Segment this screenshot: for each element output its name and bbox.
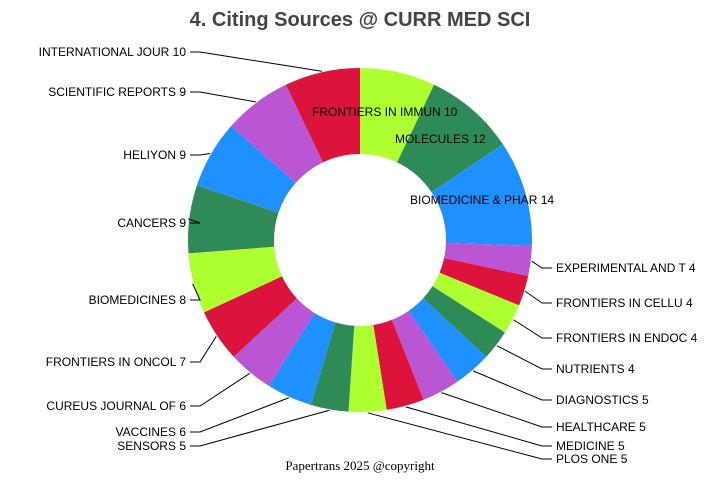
- donut-slice: [188, 246, 282, 313]
- slice-label: NUTRIENTS 4: [556, 362, 635, 376]
- donut-slice: [188, 185, 279, 254]
- slice-label: PLOS ONE 5: [556, 452, 628, 466]
- leader-lines: [188, 51, 552, 460]
- leader-line: [441, 392, 552, 428]
- leader-line: [190, 372, 251, 407]
- donut-slice: [203, 276, 297, 357]
- leader-line: [472, 370, 552, 401]
- slice-label: DIAGNOSTICS 5: [556, 393, 649, 407]
- donut-slice: [391, 310, 458, 400]
- donut-slice: [231, 84, 323, 184]
- slice-label: FRONTIERS IN ONCOL 7: [46, 355, 187, 369]
- copyright-footer: Papertrans 2025 @copyright: [285, 458, 435, 473]
- leader-line: [190, 397, 290, 433]
- donut-slice: [196, 126, 296, 213]
- leader-line: [188, 218, 201, 224]
- chart-title: 4. Citing Sources @ CURR MED SCI: [190, 9, 531, 31]
- donut-slice: [285, 68, 360, 163]
- donut-slice: [423, 286, 505, 357]
- donut-slice: [348, 324, 387, 412]
- leader-line: [190, 91, 256, 103]
- slice-label: CUREUS JOURNAL OF 6: [46, 399, 186, 413]
- leader-line: [190, 153, 211, 156]
- donut-slice: [269, 312, 336, 405]
- slice-label: SCIENTIFIC REPORTS 9: [48, 85, 186, 99]
- donut-slice: [408, 298, 487, 382]
- leader-line: [524, 290, 552, 304]
- donut-slices: [188, 68, 532, 412]
- slice-label: MOLECULES 12: [395, 132, 486, 146]
- donut-slice: [439, 258, 529, 306]
- slice-label: HELIYON 9: [123, 148, 186, 162]
- leader-line: [531, 260, 552, 269]
- slice-label: MEDICINE 5: [556, 439, 625, 453]
- slice-label: BIOMEDICINES 8: [89, 293, 187, 307]
- donut-slice: [373, 319, 424, 410]
- donut-slice: [397, 84, 503, 193]
- leader-line: [190, 409, 330, 447]
- slice-label: HEALTHCARE 5: [556, 420, 646, 434]
- donut-slice: [444, 242, 532, 277]
- leader-line: [190, 336, 217, 363]
- leader-line: [190, 283, 201, 301]
- leader-line: [513, 319, 552, 339]
- leader-line: [496, 345, 552, 370]
- donut-slice: [432, 272, 520, 333]
- slice-label: CANCERS 9: [117, 216, 186, 230]
- slice-label: INTERNATIONAL JOUR 10: [39, 45, 187, 59]
- donut-slice: [310, 322, 355, 412]
- slice-label: SENSORS 5: [117, 439, 186, 453]
- slice-label: FRONTIERS IN ENDOC 4: [556, 331, 698, 345]
- slice-label: EXPERIMENTAL AND T 4: [556, 261, 696, 275]
- leader-line: [405, 406, 552, 447]
- donut-slice: [360, 68, 435, 163]
- slice-labels: FRONTIERS IN IMMUN 10 MOLECULES 12 BIOMEDI…: [39, 45, 698, 466]
- donut-slice: [233, 298, 315, 386]
- donut-slice: [431, 144, 532, 246]
- slice-label: BIOMEDICINE & PHAR 14: [410, 193, 554, 207]
- slice-label: FRONTIERS IN CELLU 4: [556, 296, 693, 310]
- slice-label: VACCINES 6: [116, 425, 187, 439]
- leader-line: [367, 412, 552, 460]
- leader-line: [190, 51, 322, 72]
- slice-label: FRONTIERS IN IMMUN 10: [312, 105, 458, 119]
